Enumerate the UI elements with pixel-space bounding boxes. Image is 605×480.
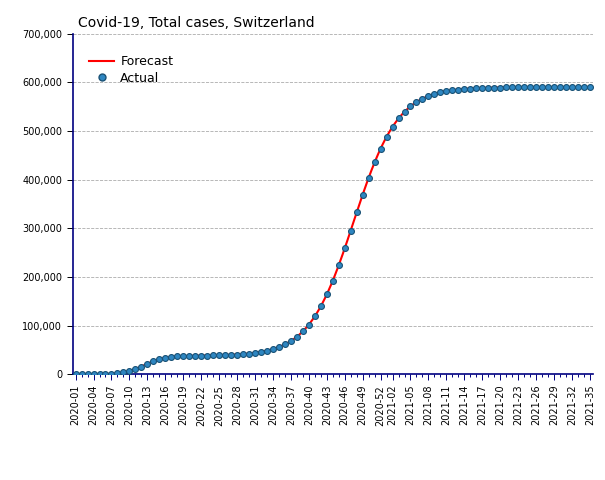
Forecast xyxy=(98,371,105,377)
Actual xyxy=(154,355,164,363)
Actual xyxy=(197,352,206,360)
Actual xyxy=(436,89,445,96)
Actual xyxy=(286,337,296,345)
Actual xyxy=(459,85,469,93)
Actual xyxy=(543,84,553,91)
Actual xyxy=(525,84,535,91)
Actual xyxy=(328,277,338,285)
Actual xyxy=(340,244,350,252)
Actual xyxy=(442,87,451,95)
Actual xyxy=(274,343,284,351)
Forecast xyxy=(309,317,316,323)
Actual xyxy=(561,84,571,91)
Forecast xyxy=(477,85,484,91)
Actual xyxy=(119,369,128,376)
Actual xyxy=(406,103,416,110)
Actual xyxy=(417,95,427,103)
Actual xyxy=(172,353,182,360)
Actual xyxy=(106,370,116,378)
Actual xyxy=(370,158,379,166)
Legend: Forecast, Actual: Forecast, Actual xyxy=(84,50,178,90)
Actual xyxy=(113,370,122,377)
Actual xyxy=(310,312,319,320)
Actual xyxy=(579,84,589,91)
Text: Covid-19, Total cases, Switzerland: Covid-19, Total cases, Switzerland xyxy=(78,16,315,30)
Actual xyxy=(508,84,517,91)
Actual xyxy=(483,84,493,92)
Actual xyxy=(244,350,254,358)
Actual xyxy=(567,84,577,91)
Actual xyxy=(148,358,158,365)
Actual xyxy=(400,108,410,116)
Line: Forecast: Forecast xyxy=(76,87,590,374)
Actual xyxy=(471,84,481,92)
Actual xyxy=(214,351,224,359)
Actual xyxy=(424,92,433,100)
Actual xyxy=(352,209,362,216)
Actual xyxy=(268,345,278,353)
Actual xyxy=(549,84,559,91)
Actual xyxy=(502,84,511,91)
Actual xyxy=(89,371,99,378)
Actual xyxy=(160,354,170,362)
Actual xyxy=(100,370,110,378)
Actual xyxy=(125,367,134,375)
Actual xyxy=(531,84,541,91)
Actual xyxy=(208,352,218,360)
Forecast xyxy=(571,84,578,90)
Actual xyxy=(513,84,523,91)
Actual xyxy=(495,84,505,91)
Forecast xyxy=(586,84,594,90)
Actual xyxy=(250,349,260,357)
Actual xyxy=(185,352,194,360)
Forecast xyxy=(72,372,79,377)
Actual xyxy=(322,290,332,298)
Actual xyxy=(489,84,499,92)
Actual xyxy=(394,115,404,122)
Actual xyxy=(519,84,529,91)
Actual xyxy=(292,333,302,340)
Actual xyxy=(238,350,248,358)
Actual xyxy=(358,191,367,199)
Actual xyxy=(448,86,457,94)
Actual xyxy=(191,352,200,360)
Actual xyxy=(298,327,308,335)
Actual xyxy=(585,84,595,91)
Actual xyxy=(382,133,391,141)
Forecast xyxy=(571,84,578,90)
Actual xyxy=(454,85,463,93)
Actual xyxy=(537,84,547,91)
Actual xyxy=(346,227,356,234)
Actual xyxy=(143,360,152,368)
Actual xyxy=(83,371,93,378)
Actual xyxy=(477,84,487,92)
Actual xyxy=(131,365,140,373)
Actual xyxy=(316,302,325,310)
Actual xyxy=(304,321,313,328)
Actual xyxy=(137,363,146,371)
Actual xyxy=(256,348,266,356)
Actual xyxy=(94,371,104,378)
Actual xyxy=(430,90,439,98)
Actual xyxy=(71,371,80,378)
Actual xyxy=(262,347,272,355)
Actual xyxy=(232,351,242,359)
Actual xyxy=(573,84,583,91)
Actual xyxy=(280,340,290,348)
Actual xyxy=(202,352,212,360)
Forecast xyxy=(322,294,329,300)
Actual xyxy=(334,262,344,269)
Actual xyxy=(388,123,397,131)
Actual xyxy=(178,352,188,360)
Actual xyxy=(226,351,236,359)
Actual xyxy=(411,98,421,106)
Actual xyxy=(465,84,475,92)
Actual xyxy=(555,84,565,91)
Actual xyxy=(376,145,385,153)
Actual xyxy=(77,371,87,378)
Actual xyxy=(220,351,230,359)
Actual xyxy=(166,353,176,361)
Actual xyxy=(364,174,373,181)
